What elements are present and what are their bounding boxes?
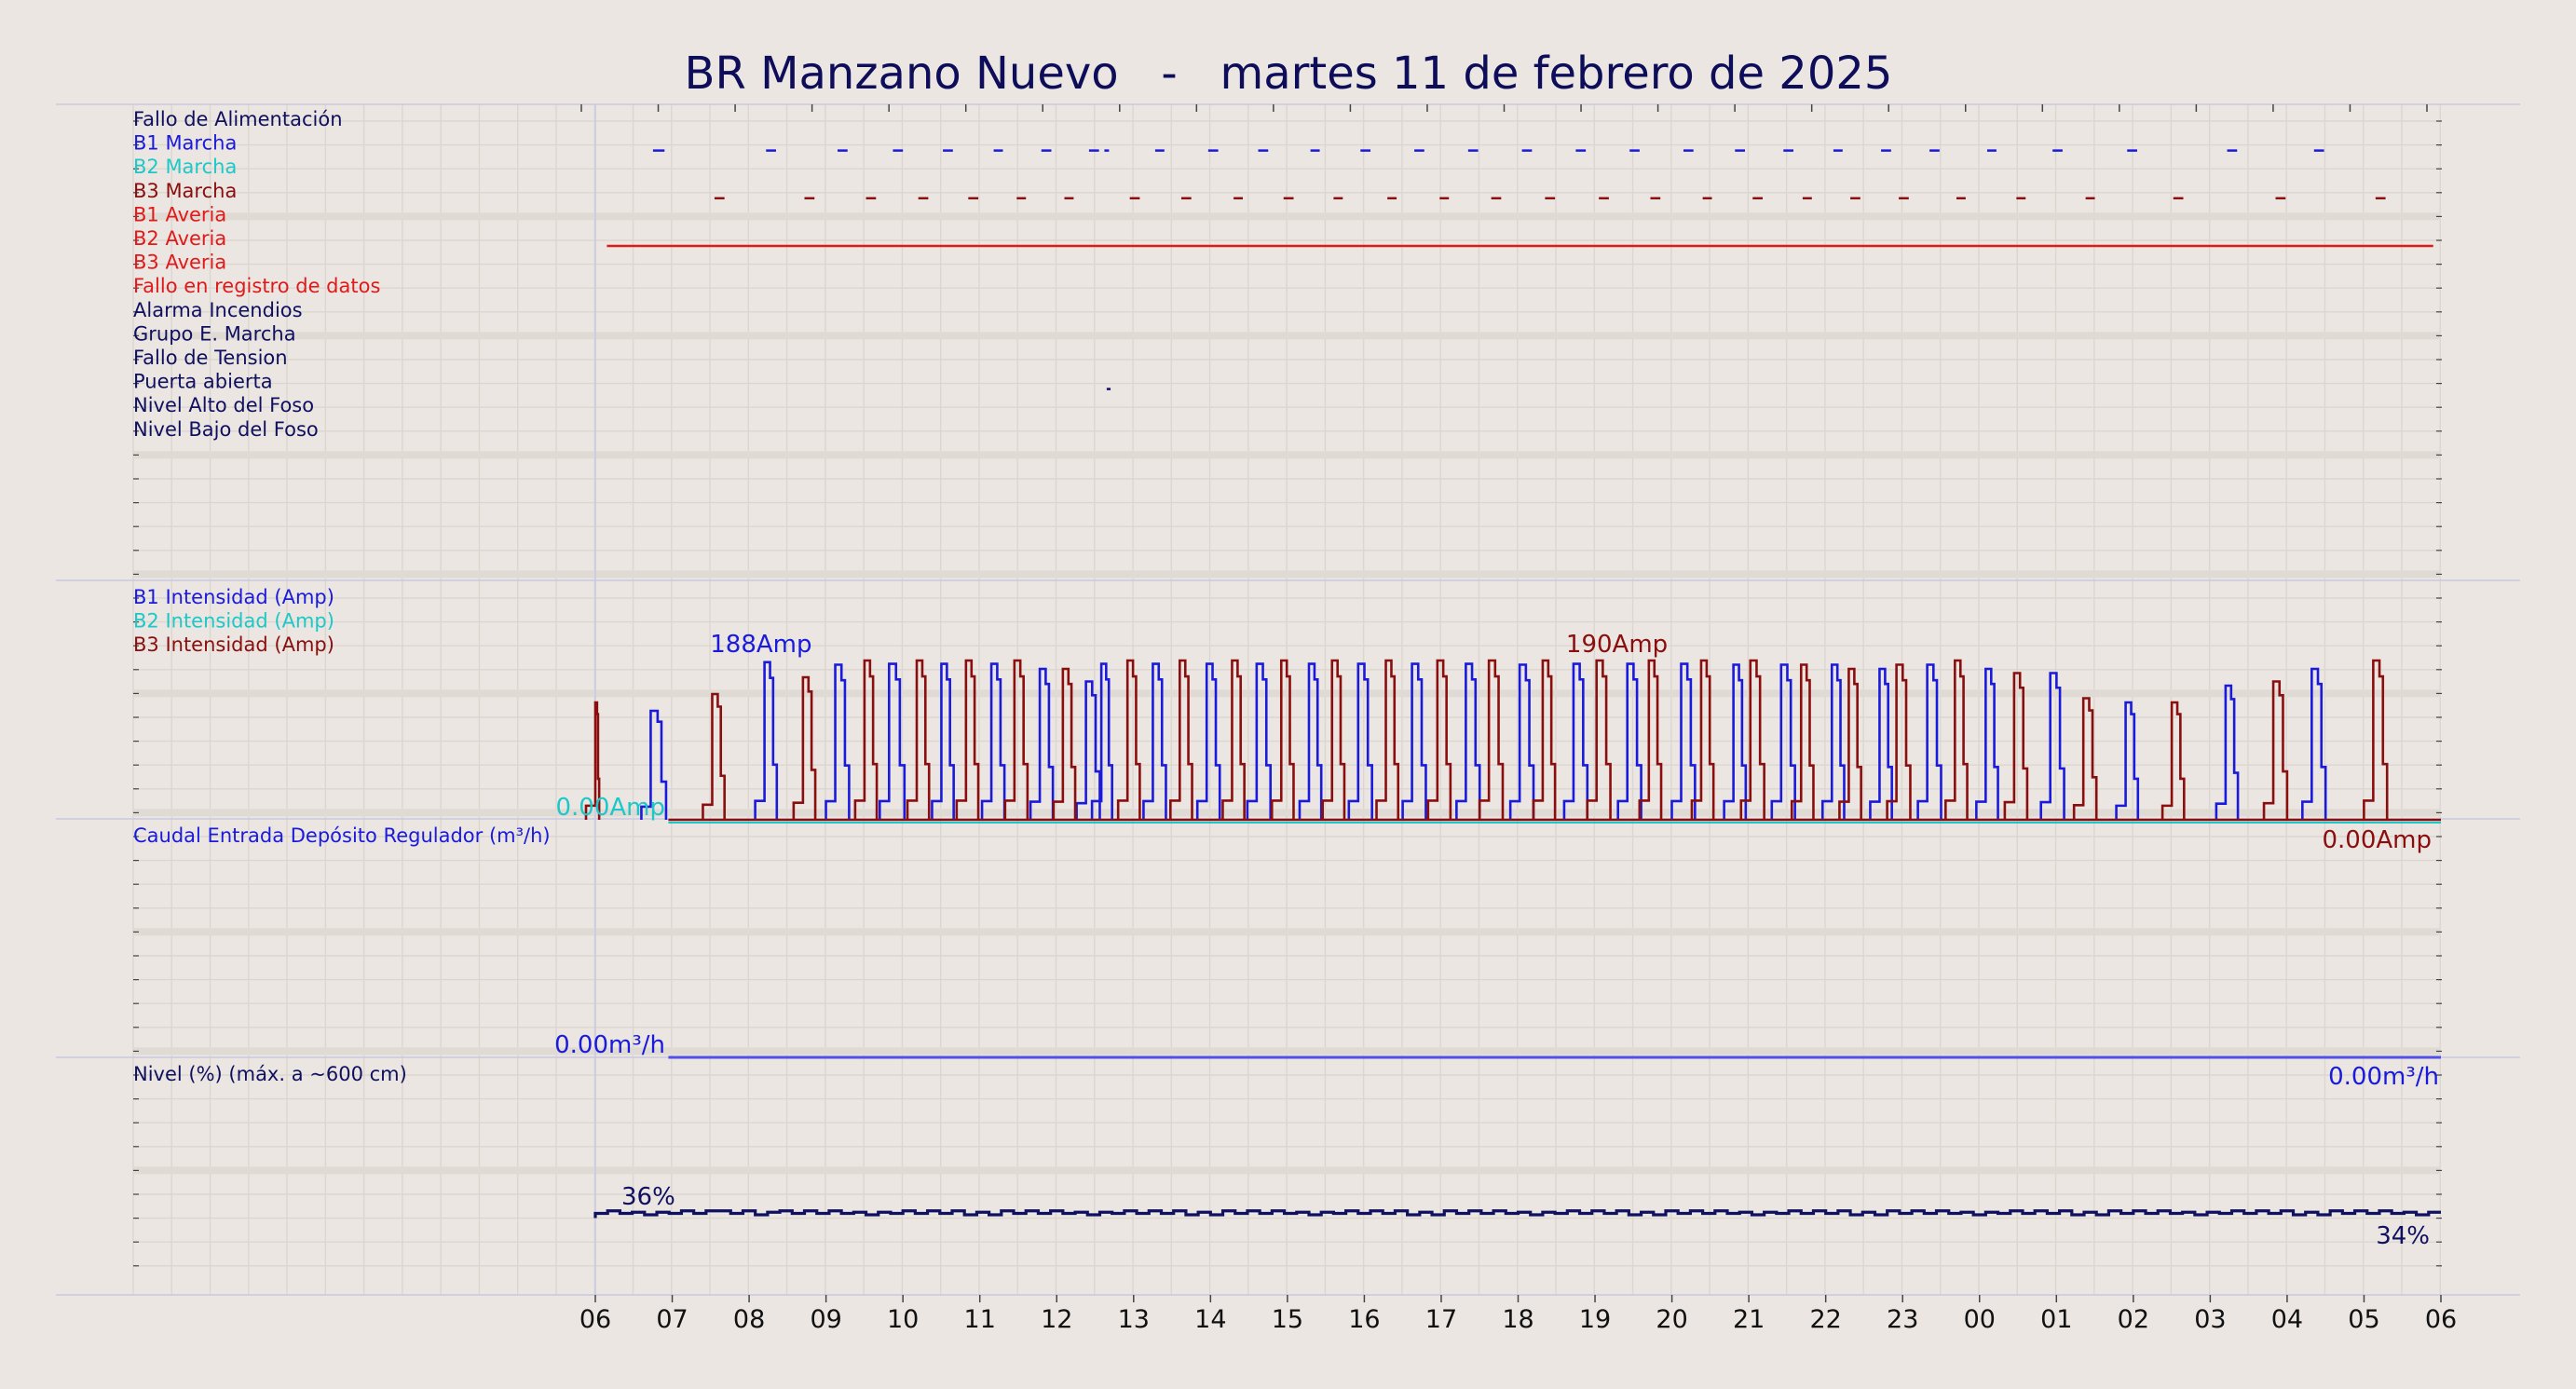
signal-label: Nivel Bajo del Foso [133, 418, 319, 441]
x-tick-label: 05 [2348, 1305, 2379, 1334]
chart-title: BR Manzano Nuevo - martes 11 de febrero … [685, 48, 1893, 100]
signal-label: Fallo de Alimentación [133, 108, 343, 130]
x-axis: 06 07 08 09 10 11 12 13 14 15 16 17 18 19 20 21 22 23 00 01… [579, 1295, 2457, 1334]
x-tick-label: 16 [1348, 1305, 1380, 1334]
x-tick-label: 21 [1733, 1305, 1765, 1334]
series-legend-label: B2 Intensidad (Amp) [133, 610, 334, 633]
signal-label: B3 Marcha [133, 180, 237, 202]
x-tick-label: 09 [810, 1305, 841, 1334]
signal-label: Fallo en registro de datos [133, 275, 380, 297]
flow-panel-label: Caudal Entrada Depósito Regulador (m³/h) [133, 824, 551, 847]
series-legend-label: B3 Intensidad (Amp) [133, 633, 334, 656]
signal-label: B2 Averia [133, 227, 226, 250]
level-end-label: 34% [2376, 1222, 2430, 1250]
intensity-series-line [640, 660, 2327, 820]
signal-label: B1 Averia [133, 203, 226, 225]
signal-label: Alarma Incendios [133, 299, 303, 321]
x-tick-label: 01 [2040, 1305, 2072, 1334]
series-peak-label: 190Amp [1566, 631, 1668, 659]
signal-label: B3 Averia [133, 252, 226, 274]
x-tick-label: 14 [1194, 1305, 1226, 1334]
x-tick-label: 02 [2118, 1305, 2149, 1334]
signal-label: Fallo de Tension [133, 347, 288, 369]
x-tick-label: 22 [1809, 1305, 1841, 1334]
level-panel-label: Nivel (%) (máx. a ~600 cm) [133, 1063, 407, 1085]
flow-end-label: 0.00m³/h [2328, 1063, 2439, 1091]
level-series-line [593, 1209, 2441, 1219]
x-tick-label: 19 [1579, 1305, 1611, 1334]
flow-start-label: 0.00m³/h [554, 1031, 665, 1059]
x-tick-label: 04 [2271, 1305, 2303, 1334]
x-tick-label: 08 [733, 1305, 765, 1334]
signal-label: B1 Marcha [133, 132, 237, 155]
level-panel: Nivel (%) (máx. a ~600 cm) 36% 34% [133, 1063, 2441, 1250]
intensity-start-label: 0.00Amp [555, 794, 665, 822]
signal-label: Puerta abierta [133, 371, 273, 393]
x-tick-label: 03 [2194, 1305, 2226, 1334]
x-tick-label: 10 [887, 1305, 919, 1334]
x-tick-label: 23 [1887, 1305, 1918, 1334]
flow-panel: Caudal Entrada Depósito Regulador (m³/h)… [133, 824, 2441, 1091]
x-tick-label: 07 [656, 1305, 688, 1334]
x-tick-label: 18 [1502, 1305, 1533, 1334]
x-tick-label: 20 [1656, 1305, 1687, 1334]
intensity-series-line [584, 659, 2389, 820]
series-peak-label: 188Amp [710, 631, 811, 659]
signal-label: B2 Marcha [133, 156, 237, 178]
intensity-panel: B1 Intensidad (Amp) 188Amp B2 Intensidad (… [133, 586, 2441, 854]
level-start-label: 36% [621, 1183, 675, 1211]
x-tick-label: 06 [2425, 1305, 2457, 1334]
x-tick-label: 12 [1041, 1305, 1072, 1334]
x-tick-label: 11 [964, 1305, 996, 1334]
x-tick-label: 00 [1964, 1305, 1996, 1334]
x-tick-label: 06 [579, 1305, 611, 1334]
x-tick-label: 15 [1272, 1305, 1303, 1334]
intensity-end-label: 0.00Amp [2322, 826, 2432, 854]
x-tick-label: 13 [1118, 1305, 1150, 1334]
signal-label: Nivel Alto del Foso [133, 394, 314, 416]
x-tick-label: 17 [1425, 1305, 1457, 1334]
series-legend-label: B1 Intensidad (Amp) [133, 586, 334, 608]
signal-label: Grupo E. Marcha [133, 322, 296, 345]
